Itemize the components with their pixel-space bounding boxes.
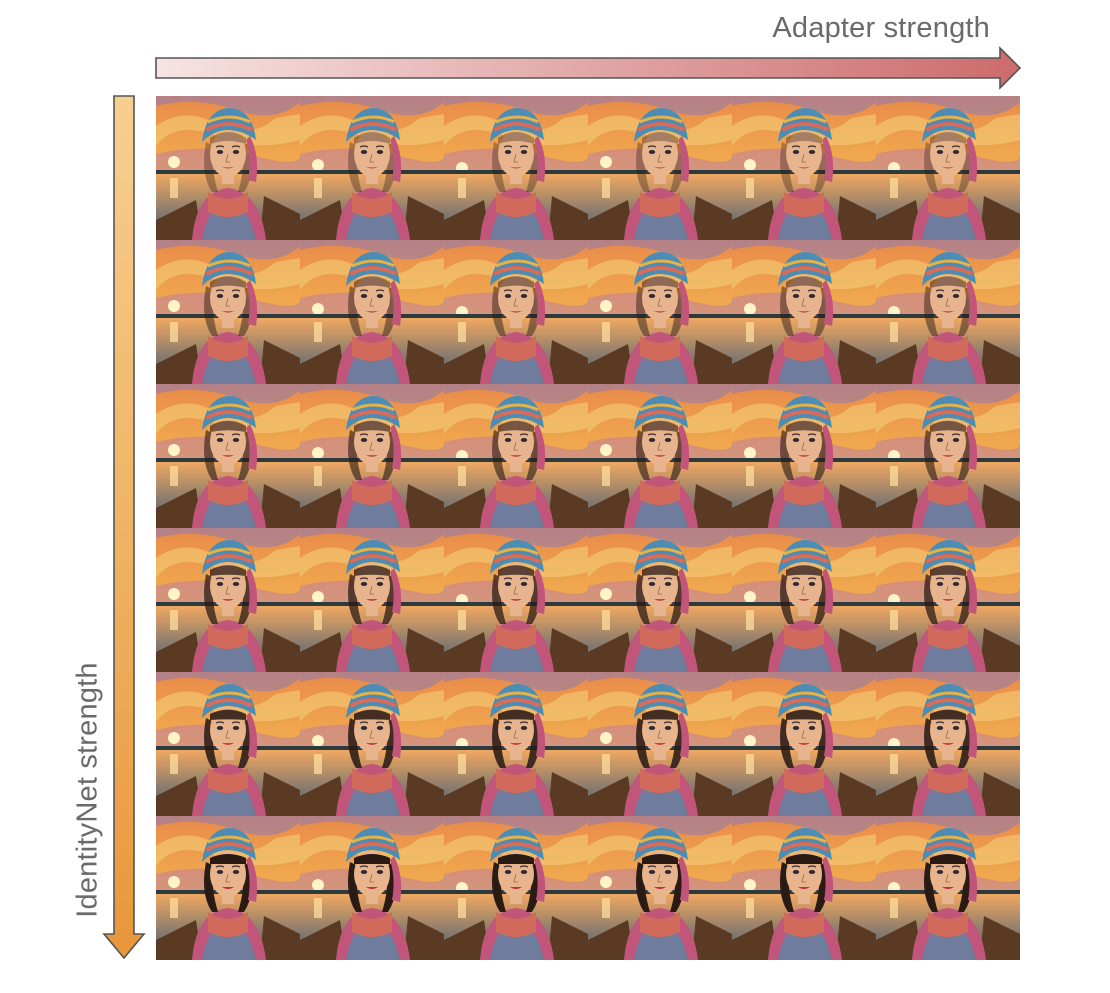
portrait-image (876, 816, 1020, 960)
portrait-image (876, 96, 1020, 240)
portrait-image (732, 96, 876, 240)
image-grid (156, 96, 1020, 960)
portrait-image (732, 816, 876, 960)
portrait-image (876, 528, 1020, 672)
portrait-image (300, 528, 444, 672)
portrait-image (876, 240, 1020, 384)
portrait-image (588, 384, 732, 528)
portrait-image (156, 384, 300, 528)
portrait-image (300, 672, 444, 816)
portrait-image (156, 816, 300, 960)
portrait-image (876, 384, 1020, 528)
portrait-image (588, 816, 732, 960)
portrait-image (588, 240, 732, 384)
portrait-image (300, 816, 444, 960)
portrait-image (444, 384, 588, 528)
portrait-image (876, 672, 1020, 816)
portrait-image (300, 96, 444, 240)
portrait-image (588, 96, 732, 240)
portrait-image (732, 384, 876, 528)
y-axis-label: IdentityNet strength (71, 662, 104, 918)
portrait-image (588, 528, 732, 672)
portrait-image (156, 528, 300, 672)
portrait-image (444, 96, 588, 240)
identitynet-strength-arrow (102, 95, 146, 960)
portrait-image (588, 672, 732, 816)
portrait-image (156, 672, 300, 816)
portrait-image (732, 240, 876, 384)
portrait-image (444, 816, 588, 960)
portrait-image (444, 240, 588, 384)
portrait-image (156, 96, 300, 240)
portrait-image (444, 672, 588, 816)
portrait-image (444, 528, 588, 672)
x-axis-label: Adapter strength (772, 12, 990, 44)
adapter-strength-arrow (155, 46, 1022, 90)
portrait-image (732, 528, 876, 672)
portrait-image (300, 384, 444, 528)
portrait-image (156, 240, 300, 384)
portrait-image (732, 672, 876, 816)
portrait-image (300, 240, 444, 384)
